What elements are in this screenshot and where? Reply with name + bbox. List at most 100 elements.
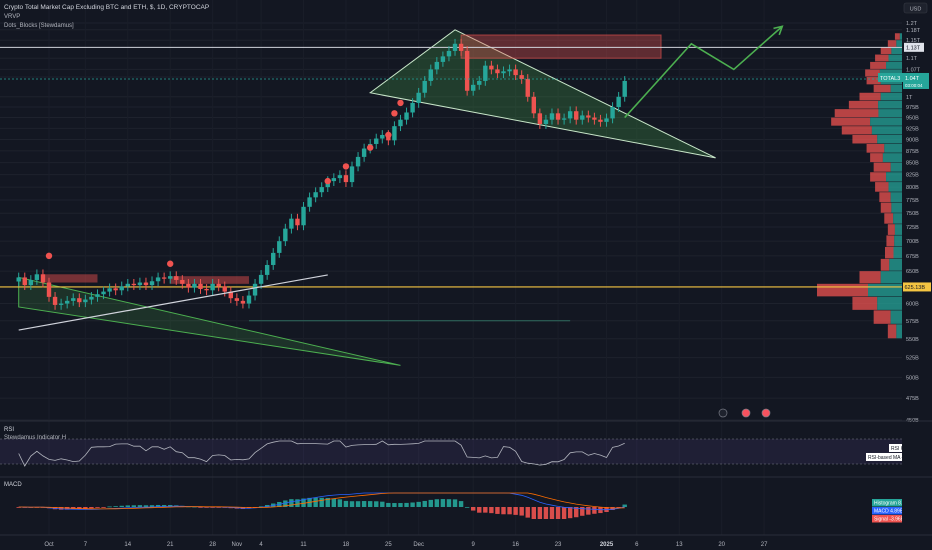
time-axis[interactable]: Oct 7 14 21 28 Nov 4 11 18 25 Dec 9 16 23 2025 6 13 20 27 [44, 542, 768, 548]
macd-histogram-bar [101, 507, 106, 508]
candle-body [313, 192, 318, 198]
tag-current-countdown: 03:00:04 [905, 83, 923, 88]
macd-histogram-bar [355, 501, 361, 507]
macd-histogram-bar [416, 501, 421, 507]
price-tick-label: 525B [906, 356, 919, 362]
candle-body [477, 80, 482, 85]
candle-body [543, 119, 549, 124]
lower-wedge-pattern [18, 276, 401, 366]
volume-profile-bar-up [891, 47, 902, 55]
macd-histogram-bar [89, 507, 94, 509]
price-tick-label: 1T [906, 95, 913, 101]
candle-body [507, 69, 512, 72]
macd-signal-line [18, 492, 625, 510]
volume-profile-bar-up [877, 296, 902, 310]
candle-body [204, 288, 209, 291]
candle-body [71, 298, 76, 301]
volume-profile-bar-up [890, 192, 902, 203]
tag-support [903, 282, 931, 292]
price-tick-label: 950B [906, 116, 919, 122]
volume-profile-bar-up [888, 54, 902, 62]
projection-path [624, 25, 783, 119]
macd-histogram-bar [537, 507, 543, 519]
macd-histogram-bar [428, 499, 433, 507]
price-tick-label: 725B [906, 225, 919, 231]
volume-profile-bar-down [859, 271, 881, 284]
candle-body [489, 65, 494, 70]
candle-body [434, 61, 440, 70]
volume-profile-bar-up [894, 235, 902, 247]
volume-profile-bar-down [880, 47, 892, 55]
candle-body [83, 299, 88, 303]
candle-body [471, 84, 476, 91]
tag-high-label: 1.13T [906, 45, 921, 51]
candle-body [361, 148, 367, 157]
rsi-title: RSI [4, 427, 14, 433]
candle-body [234, 298, 240, 301]
candle-body [277, 241, 282, 253]
time-tick-label: Nov [232, 542, 243, 548]
macd-histogram-bar [446, 499, 452, 507]
candle-body [125, 283, 130, 287]
candle-body [604, 118, 609, 122]
macd-histogram-bar [507, 507, 512, 515]
volume-profile-bar-up [868, 283, 902, 297]
price-tick-label: 825B [906, 173, 919, 179]
candle-body [34, 274, 40, 280]
candle-body [567, 111, 573, 119]
marker-dot [391, 110, 398, 117]
volume-profile-bar-up [877, 134, 902, 144]
volume-profile-bar-up [889, 258, 902, 271]
tag-support-label: 625.13B [905, 285, 926, 291]
candle-body [319, 187, 324, 193]
candle-body [216, 283, 221, 287]
candle-body [222, 286, 227, 292]
candle-body [574, 111, 579, 120]
macd-histogram-bar [386, 502, 391, 507]
macd-histogram-bar [301, 498, 306, 507]
price-tick-label: 500B [906, 375, 919, 381]
macd-histogram-bar [525, 507, 530, 518]
volume-profile-bar-down [834, 109, 879, 118]
macd-histogram-bar [555, 507, 561, 519]
candle-body [295, 218, 300, 226]
volume-profile-bar-up [878, 109, 902, 118]
candle-body [246, 295, 252, 304]
volume-profile-bar-down [859, 92, 881, 101]
volume-profile-bar-up [894, 224, 902, 235]
candle-body [155, 277, 161, 282]
macd-histogram-bar [434, 499, 440, 507]
currency-box [903, 2, 928, 14]
candle-body [519, 75, 524, 79]
candle-body [525, 78, 530, 97]
volume-profile-bar-down [852, 296, 878, 310]
candle-body [77, 298, 82, 303]
candle-body [549, 113, 555, 120]
candle-body [52, 296, 58, 305]
volume-profile-bar-down [866, 143, 885, 153]
price-tick-label: 1.18T [906, 28, 921, 34]
candle-body [561, 118, 567, 120]
candle-body [404, 112, 409, 120]
time-tick-label: 6 [635, 542, 639, 548]
candle-body [119, 286, 124, 291]
candle-body [428, 69, 433, 81]
candle-body [343, 175, 349, 183]
left-supply-zone [170, 276, 249, 284]
time-tick-label: 25 [385, 542, 392, 548]
candle-body [180, 279, 185, 284]
volume-profile-bar-down [887, 40, 897, 47]
macd-histogram-bar [422, 500, 427, 507]
supply-zone [460, 34, 662, 59]
time-tick-label: 21 [167, 542, 174, 548]
projection-arrow-head [773, 25, 784, 36]
rising-trendline [18, 274, 328, 331]
macd-histogram-bar [337, 499, 343, 507]
macd-histogram-bar [610, 507, 615, 511]
marker-dot [366, 144, 374, 151]
candle-body [464, 50, 470, 91]
time-tick-label: 20 [718, 542, 725, 548]
candle-body [616, 96, 621, 108]
